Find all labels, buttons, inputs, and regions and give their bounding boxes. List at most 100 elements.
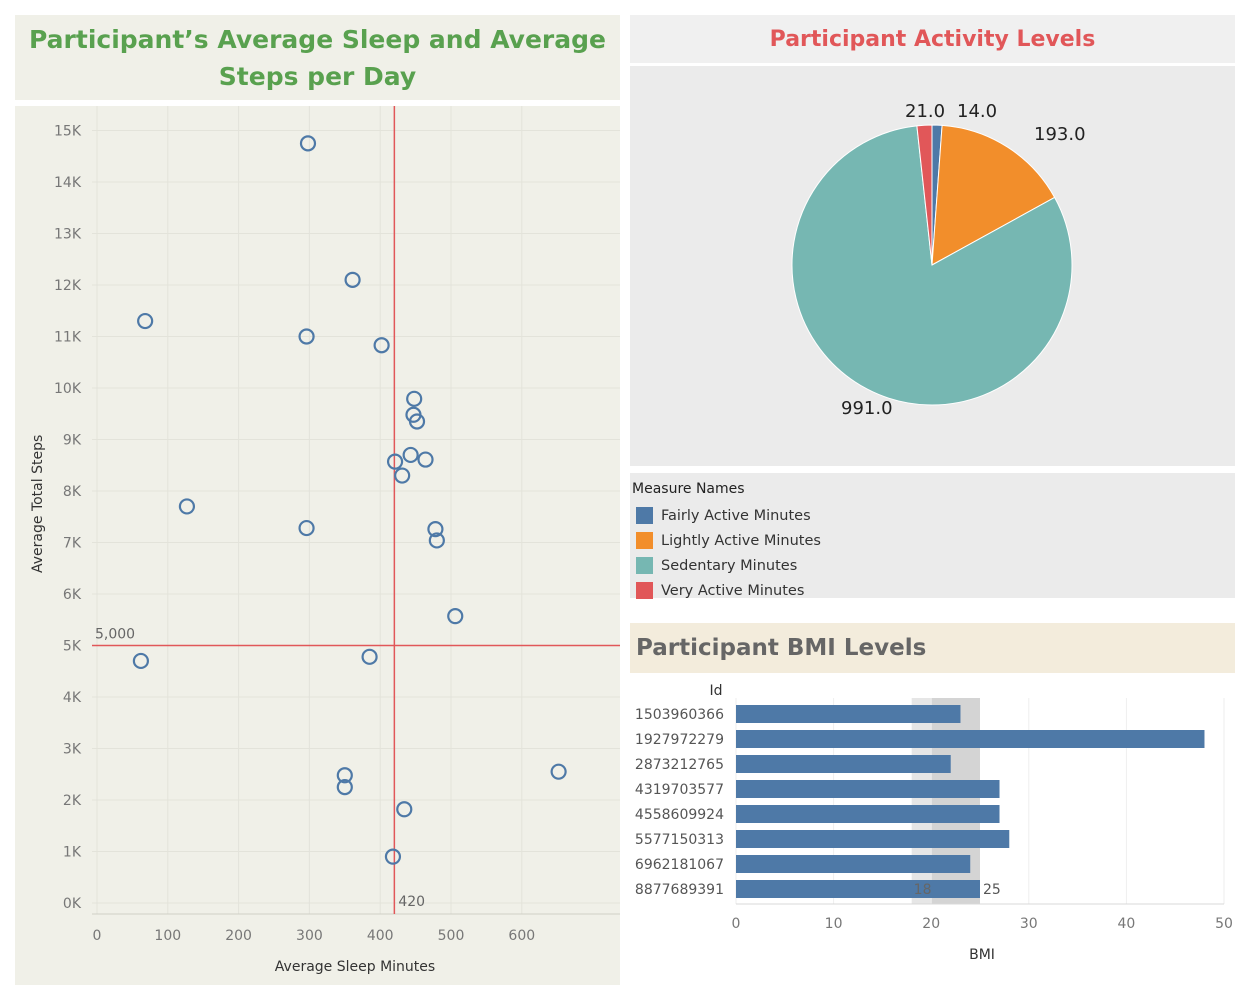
legend-item-lightly-active[interactable]: Lightly Active Minutes [632, 528, 1233, 553]
scatter-point [417, 451, 434, 468]
scatter-point [550, 763, 567, 780]
y-tick-label: 15K [54, 124, 82, 140]
bmi-x-axis-title: BMI [969, 947, 995, 963]
activity-pie-panel: 14.0 193.0 991.0 21.0 [630, 66, 1235, 466]
scatter-point [137, 312, 154, 330]
measure-names-legend: Measure Names Fairly Active Minutes Ligh… [630, 473, 1235, 599]
legend-label: Sedentary Minutes [661, 557, 798, 574]
y-tick-label: 4K [63, 690, 82, 706]
scatter-point [299, 135, 317, 152]
y-tick-label: 6K [63, 587, 82, 603]
legend-swatch [636, 557, 653, 574]
bmi-participant-id: 5577150313 [635, 832, 724, 848]
activity-pie-chart[interactable]: 14.0 193.0 991.0 21.0 [630, 66, 1235, 466]
y-tick-label: 3K [63, 742, 82, 758]
y-tick-label: 0K [63, 896, 82, 912]
legend-item-fairly-active[interactable]: Fairly Active Minutes [632, 503, 1233, 528]
bmi-participant-id: 6962181067 [635, 857, 724, 873]
bmi-bar [736, 855, 971, 873]
y-tick-label: 14K [54, 175, 82, 191]
legend-swatch [636, 532, 653, 549]
bmi-bar [736, 705, 961, 723]
bmi-bar [736, 755, 951, 773]
bmi-x-tick-label: 20 [922, 916, 940, 932]
bmi-bar [736, 730, 1205, 748]
sleep-steps-chart-title: Participant’s Average Sleep and Average … [29, 24, 606, 91]
activity-chart-title: Participant Activity Levels [769, 26, 1096, 52]
bmi-reference-band [911, 698, 932, 904]
y-tick-label: 7K [63, 536, 82, 552]
sleep-steps-title-panel: Participant’s Average Sleep and Average … [15, 15, 620, 103]
y-tick-label: 2K [63, 793, 82, 809]
scatter-point [408, 413, 426, 430]
legend-swatch [636, 507, 653, 524]
x-tick-label: 500 [438, 928, 465, 944]
bmi-bar [736, 805, 1000, 823]
scatter-point [344, 271, 361, 288]
x-tick-label: 400 [367, 928, 394, 944]
activity-title-panel: Participant Activity Levels [630, 15, 1235, 63]
scatter-point [384, 848, 402, 865]
scatter-point [336, 779, 353, 796]
scatter-point [178, 498, 196, 515]
pie-slice-label: 991.0 [841, 398, 893, 419]
bmi-category-header: Id [709, 683, 722, 699]
scatter-point [298, 519, 315, 537]
pie-slice-label: 193.0 [1034, 124, 1086, 145]
legend-swatch [636, 582, 653, 599]
scatter-point [298, 328, 315, 345]
scatter-point [402, 446, 419, 464]
bmi-participant-id: 1927972279 [635, 732, 724, 748]
scatter-point [406, 390, 423, 407]
scatter-point [336, 767, 353, 784]
x-tick-label: 300 [296, 928, 323, 944]
bmi-bar [736, 780, 1000, 798]
scatter-point [361, 648, 378, 665]
bmi-participant-id: 4319703577 [635, 782, 724, 798]
bmi-chart-title: Participant BMI Levels [636, 635, 927, 661]
scatter-point [396, 801, 413, 818]
sleep-steps-scatter-panel: 0K 1K 2K 3K 4K 5K 6K 7K 8K 9K 10K 11K 12K 13K 14K 15K 0 1… [15, 106, 620, 985]
bmi-bar-chart[interactable]: 0 10 20 30 40 50 Id BMI 1503960366 1927972279 2873… [630, 678, 1235, 978]
bmi-bar-panel: 0 10 20 30 40 50 Id BMI 1503960366 1927972279 2873… [630, 678, 1235, 978]
x-tick-label: 100 [154, 928, 181, 944]
sleep-steps-scatter-chart[interactable]: 0K 1K 2K 3K 4K 5K 6K 7K 8K 9K 10K 11K 12K 13K 14K 15K 0 1… [15, 106, 620, 985]
x-tick-label: 200 [225, 928, 252, 944]
y-tick-label: 8K [63, 484, 82, 500]
bmi-band-label-low: 18 [914, 882, 932, 898]
y-tick-label: 10K [54, 381, 82, 397]
scatter-point [373, 337, 390, 354]
scatter-point [386, 453, 404, 470]
x-tick-label: 0 [93, 928, 102, 944]
bmi-reference-band [931, 698, 980, 904]
scatter-point [428, 532, 445, 549]
y-axis-title: Average Total Steps [30, 435, 46, 573]
bmi-band-label-high: 25 [983, 882, 1001, 898]
y-tick-label: 12K [54, 278, 82, 294]
bmi-x-tick-label: 0 [732, 916, 741, 932]
pie-slice [916, 124, 933, 266]
pie-slice-label: 14.0 [957, 101, 997, 122]
scatter-point [394, 467, 411, 484]
reference-label-sleep: 420 [398, 894, 425, 910]
legend-title: Measure Names [632, 481, 745, 497]
x-axis-title: Average Sleep Minutes [275, 959, 435, 975]
legend-item-sedentary[interactable]: Sedentary Minutes [632, 553, 1233, 578]
bmi-participant-id: 2873212765 [635, 757, 724, 773]
y-tick-label: 9K [63, 433, 82, 449]
scatter-point [132, 652, 149, 670]
y-tick-label: 5K [63, 639, 82, 655]
bmi-x-tick-label: 10 [825, 916, 843, 932]
bmi-x-tick-label: 50 [1215, 916, 1233, 932]
bmi-x-tick-label: 40 [1117, 916, 1135, 932]
bmi-participant-id: 8877689391 [635, 882, 724, 898]
legend-label: Fairly Active Minutes [661, 507, 811, 524]
pie-slice [791, 125, 1073, 406]
y-tick-label: 11K [54, 330, 82, 346]
legend-item-very-active[interactable]: Very Active Minutes [632, 578, 1233, 603]
scatter-point [447, 608, 464, 625]
bmi-bar [736, 880, 980, 898]
y-tick-label: 13K [54, 227, 82, 243]
pie-slice-label: 21.0 [905, 101, 945, 122]
bmi-bar [736, 830, 1010, 848]
